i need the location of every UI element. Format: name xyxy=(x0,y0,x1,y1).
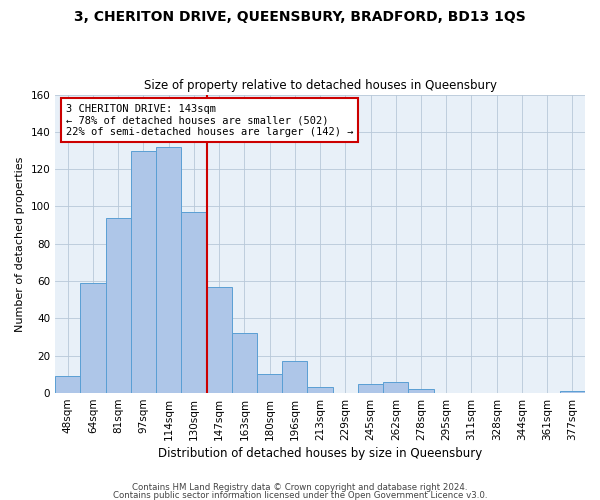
Bar xyxy=(156,147,181,393)
Bar xyxy=(80,283,106,393)
Bar xyxy=(307,388,332,393)
Bar xyxy=(181,212,206,393)
Text: Contains HM Land Registry data © Crown copyright and database right 2024.: Contains HM Land Registry data © Crown c… xyxy=(132,484,468,492)
Title: Size of property relative to detached houses in Queensbury: Size of property relative to detached ho… xyxy=(143,79,497,92)
Text: 3 CHERITON DRIVE: 143sqm
← 78% of detached houses are smaller (502)
22% of semi-: 3 CHERITON DRIVE: 143sqm ← 78% of detach… xyxy=(66,104,353,136)
Bar xyxy=(409,390,434,393)
Bar xyxy=(55,376,80,393)
Bar xyxy=(131,150,156,393)
Bar xyxy=(383,382,409,393)
Y-axis label: Number of detached properties: Number of detached properties xyxy=(15,156,25,332)
Bar xyxy=(257,374,282,393)
Text: 3, CHERITON DRIVE, QUEENSBURY, BRADFORD, BD13 1QS: 3, CHERITON DRIVE, QUEENSBURY, BRADFORD,… xyxy=(74,10,526,24)
Bar xyxy=(282,362,307,393)
Bar xyxy=(106,218,131,393)
X-axis label: Distribution of detached houses by size in Queensbury: Distribution of detached houses by size … xyxy=(158,447,482,460)
Bar xyxy=(358,384,383,393)
Text: Contains public sector information licensed under the Open Government Licence v3: Contains public sector information licen… xyxy=(113,490,487,500)
Bar xyxy=(232,334,257,393)
Bar xyxy=(206,286,232,393)
Bar xyxy=(560,391,585,393)
